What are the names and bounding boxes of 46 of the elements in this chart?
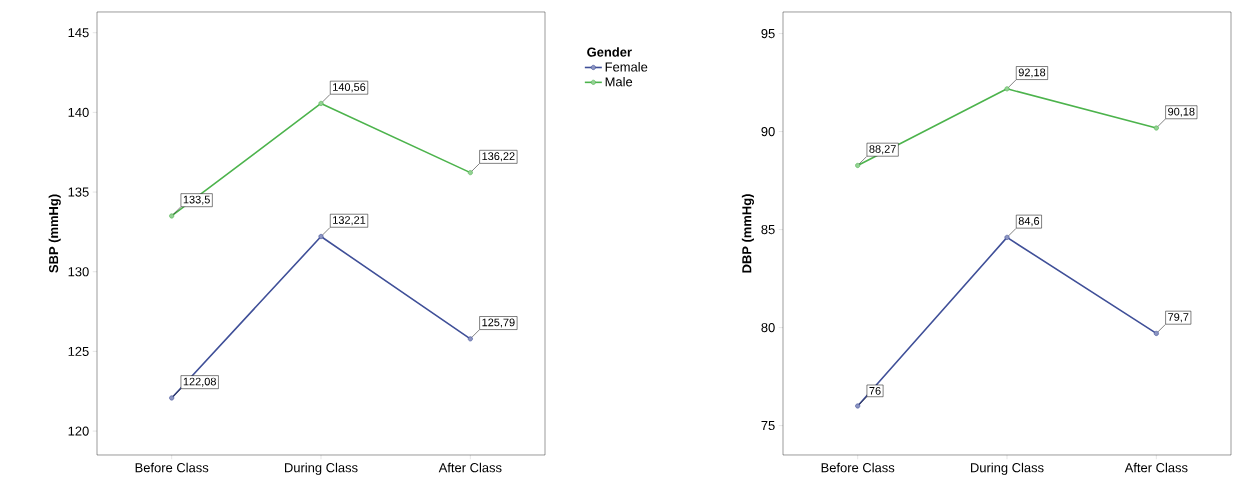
legend-title: Gender [587, 47, 632, 57]
x-tick-label: After Class [438, 462, 502, 473]
data-label: 79,7 [1168, 313, 1189, 323]
point [1004, 86, 1010, 92]
point [318, 100, 324, 106]
x-tick-label: Before Class [821, 462, 895, 473]
y-axis-title: SBP (mmHg) [48, 194, 61, 273]
data-label: 84,6 [1018, 217, 1040, 227]
data-label: 92,18 [1018, 68, 1046, 78]
y-tick-label: 95 [761, 28, 775, 39]
y-tick-label: 145 [68, 28, 89, 38]
y-tick-label: 75 [761, 421, 775, 431]
y-tick-label: 80 [761, 322, 775, 333]
point [318, 234, 324, 239]
y-tick-label: 85 [761, 224, 775, 235]
data-label: 133,5 [183, 195, 210, 205]
y-tick-label: 90 [761, 126, 775, 137]
data-label: 76 [869, 386, 881, 395]
y-tick-label: 140 [68, 107, 89, 117]
y-tick-label: 135 [68, 187, 89, 197]
data-label: 132,21 [333, 216, 366, 226]
y-tick-label: 120 [68, 426, 89, 436]
data-label: 90,18 [1168, 107, 1195, 117]
point [169, 395, 175, 401]
x-tick-label: During Class [285, 462, 358, 475]
y-tick-label: 125 [68, 346, 89, 356]
point [1004, 234, 1010, 240]
data-label: 140,56 [333, 83, 366, 93]
point [467, 170, 473, 176]
x-tick-label: During Class [971, 462, 1044, 475]
data-label: 136,22 [482, 152, 515, 162]
data-label: 88,27 [869, 145, 896, 155]
legend-label: Male [605, 76, 633, 87]
data-label: 122,08 [183, 377, 216, 387]
point [855, 403, 861, 409]
point [1153, 125, 1159, 131]
y-axis-title: DBP (mmHg) [741, 194, 754, 273]
data-label: 125,79 [482, 318, 515, 328]
x-tick-label: After Class [1124, 462, 1188, 473]
x-tick-label: Before Class [135, 462, 209, 473]
legend-label: Female [605, 62, 648, 72]
point [855, 162, 861, 168]
point [467, 336, 473, 342]
point [1153, 330, 1159, 336]
y-tick-label: 130 [68, 267, 89, 277]
point [169, 213, 175, 219]
